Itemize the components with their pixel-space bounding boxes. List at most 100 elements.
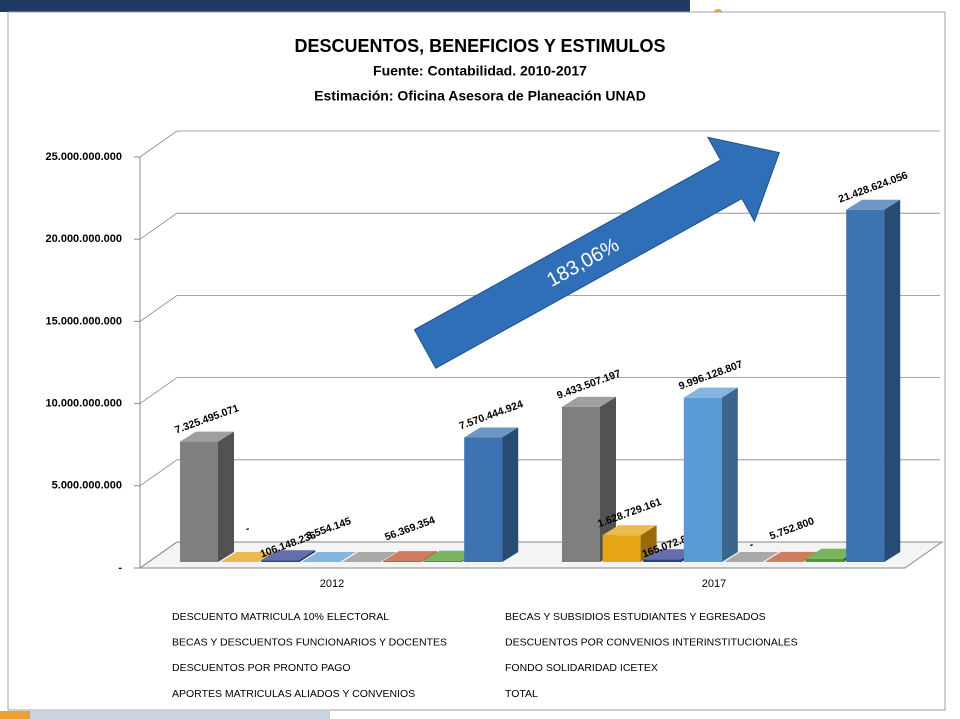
bar xyxy=(724,552,779,562)
bottom-band xyxy=(30,711,330,719)
bar-side xyxy=(884,199,901,562)
bar-front xyxy=(423,560,462,562)
bar-top xyxy=(562,396,616,407)
chart-title: DESCUENTOS, BENEFICIOS Y ESTIMULOS xyxy=(294,36,665,56)
bar-top-shade xyxy=(342,552,397,562)
legend-entry: DESCUENTO MATRICULA 10% ELECTORAL xyxy=(172,611,389,623)
bar-side-shade xyxy=(600,396,616,562)
bar xyxy=(342,552,397,562)
bar-top-shade xyxy=(683,387,738,398)
bar-front xyxy=(683,397,722,562)
bar-top xyxy=(301,551,356,562)
bar xyxy=(261,550,316,562)
top-band xyxy=(0,0,690,12)
bar-side xyxy=(218,431,234,562)
bar-front xyxy=(562,406,600,562)
legend-entry: BECAS Y SUBSIDIOS ESTUDIANTES Y EGRESADO… xyxy=(505,611,766,623)
bar-front xyxy=(643,559,682,562)
bar-top xyxy=(220,552,275,562)
bar-top-shade xyxy=(301,551,356,562)
bar-top-shade xyxy=(562,396,616,407)
bar xyxy=(683,387,738,562)
bar-front xyxy=(180,441,218,562)
y-tick-label: 5.000.000.000 xyxy=(52,480,122,492)
bar-top-shade xyxy=(602,525,657,536)
bottom-accent xyxy=(0,711,30,719)
bar-side xyxy=(640,525,657,562)
bar-side-shade xyxy=(884,199,901,562)
bar xyxy=(180,431,234,562)
legend-entry: DESCUENTOS POR CONVENIOS INTERINSTITUCIO… xyxy=(505,636,798,648)
bar xyxy=(301,551,356,562)
bar xyxy=(562,396,616,562)
bar-side xyxy=(339,551,356,562)
bar-top-shade xyxy=(805,548,860,559)
data-label: - xyxy=(244,522,252,535)
bar-top-shade xyxy=(383,551,437,562)
y-tick-label: 20.000.000.000 xyxy=(46,233,122,245)
bar-front xyxy=(846,209,885,562)
bar xyxy=(464,427,519,562)
x-tick-label: 2012 xyxy=(320,578,344,590)
bar-side-shade xyxy=(502,427,519,562)
grid-line xyxy=(139,130,940,158)
chart-subtitle: Fuente: Contabilidad. 2010-2017 xyxy=(373,63,587,79)
y-tick-label: - xyxy=(118,562,122,574)
bar xyxy=(383,551,437,562)
bar-side-shade xyxy=(339,551,356,562)
chart-subtitle: Estimación: Oficina Asesora de Planeació… xyxy=(314,88,646,104)
bar-front xyxy=(602,535,641,562)
bar-top-shade xyxy=(846,199,901,210)
bar-top-shade xyxy=(464,427,519,438)
data-label: - xyxy=(748,538,756,551)
bar-side-shade xyxy=(721,387,738,562)
bar xyxy=(805,548,860,562)
y-tick-label: 10.000.000.000 xyxy=(46,398,122,410)
legend-entry: BECAS Y DESCUENTOS FUNCIONARIOS Y DOCENT… xyxy=(172,636,447,648)
bar-side xyxy=(600,396,616,562)
bar-side xyxy=(721,387,738,562)
bar xyxy=(846,199,901,562)
bar-top xyxy=(683,387,738,398)
bar-top xyxy=(805,548,860,559)
x-tick-label: 2017 xyxy=(702,578,726,590)
bar-front xyxy=(805,558,844,562)
bar-top xyxy=(643,549,698,560)
legend-entry: FONDO SOLIDARIDAD ICETEX xyxy=(505,662,658,674)
bar-top xyxy=(464,427,519,438)
bar-side-shade xyxy=(299,550,316,562)
bar-side xyxy=(299,550,316,562)
bar-top-shade xyxy=(643,549,698,560)
bar-side-shade xyxy=(640,525,657,562)
bar-top xyxy=(765,551,819,562)
bar-top xyxy=(846,199,901,210)
legend-entry: APORTES MATRICULAS ALIADOS Y CONVENIOS xyxy=(172,688,415,700)
bar-side-shade xyxy=(218,431,234,562)
bar-front xyxy=(383,561,421,562)
grid-line xyxy=(139,294,940,322)
bar-top-shade xyxy=(220,552,275,562)
bar-top xyxy=(342,552,397,562)
y-tick-label: 25.000.000.000 xyxy=(46,151,122,163)
arrow-shape xyxy=(413,136,780,369)
bar-top-shade xyxy=(423,550,478,561)
bar-front xyxy=(464,437,503,562)
bar-side-shade xyxy=(421,551,437,562)
chart-frame xyxy=(7,11,946,711)
bar-top-shade xyxy=(724,552,779,562)
legend-entry: TOTAL xyxy=(505,688,538,700)
bar-top xyxy=(423,550,478,561)
bar-side xyxy=(421,551,437,562)
bar-top xyxy=(180,431,234,442)
bar-top-shade xyxy=(261,550,316,561)
legend-entry: DESCUENTOS POR PRONTO PAGO xyxy=(172,662,351,674)
bar xyxy=(602,525,657,562)
bar-top xyxy=(261,550,316,561)
bar-top-shade xyxy=(765,551,819,562)
bar xyxy=(220,552,275,562)
bar-top xyxy=(383,551,437,562)
bar-front xyxy=(261,560,300,562)
bar-top xyxy=(602,525,657,536)
grid-line xyxy=(139,377,940,404)
